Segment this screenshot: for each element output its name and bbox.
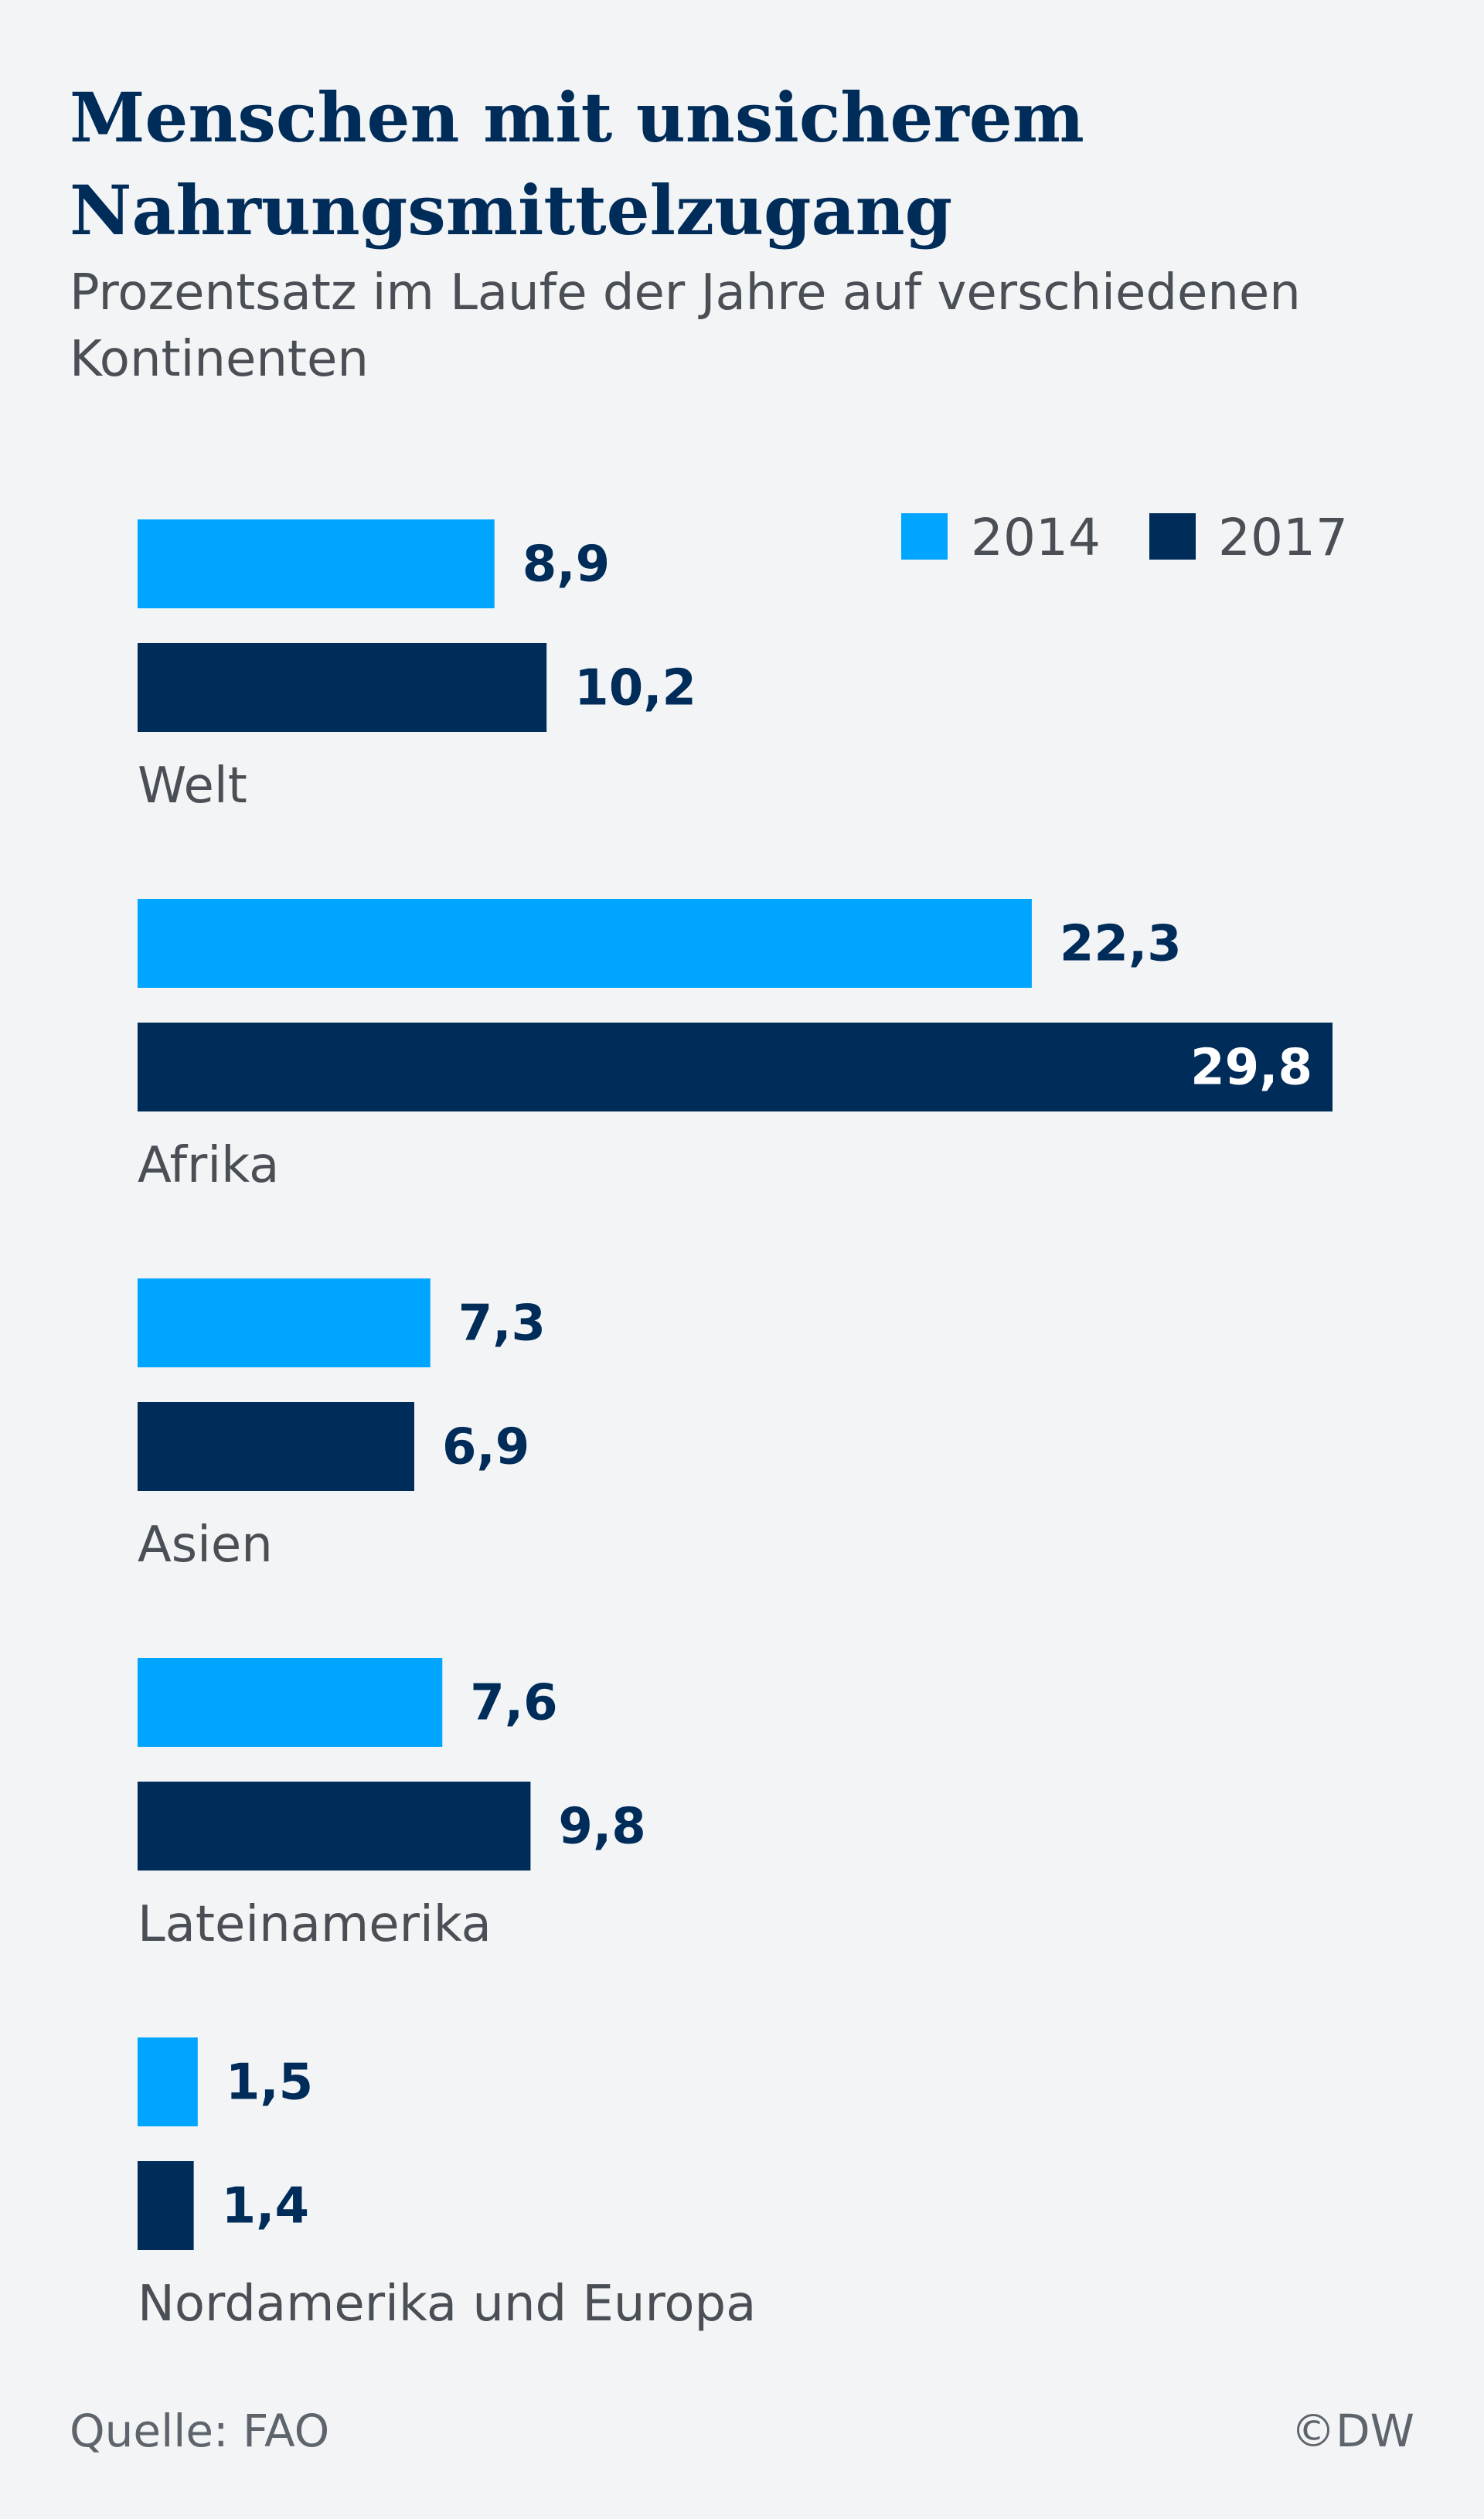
bar-value-label: 7,6 bbox=[470, 1675, 557, 1732]
bar-value-label: 29,8 bbox=[1190, 1040, 1312, 1097]
bar-2014 bbox=[138, 519, 495, 608]
bar-2017 bbox=[138, 1782, 531, 1871]
bar-value-label: 10,2 bbox=[574, 660, 696, 717]
copyright-note: ©DW bbox=[1290, 2405, 1414, 2457]
category-label: Welt bbox=[138, 757, 247, 815]
source-note: Quelle: FAO bbox=[70, 2405, 330, 2457]
legend-swatch-2014 bbox=[901, 513, 948, 560]
legend-label-2014: 2014 bbox=[971, 508, 1101, 567]
category-label: Nordamerika und Europa bbox=[138, 2276, 756, 2333]
bar-value-label: 8,9 bbox=[522, 536, 610, 594]
category-label: Afrika bbox=[138, 1137, 279, 1194]
bar-2014 bbox=[138, 1658, 443, 1747]
bar-value-label: 22,3 bbox=[1060, 916, 1182, 973]
bar-2017 bbox=[138, 2161, 194, 2250]
chart-subtitle: Prozentsatz im Laufe der Jahre auf versc… bbox=[70, 264, 1301, 388]
bar-2017 bbox=[138, 1402, 414, 1491]
bar-value-label: 1,5 bbox=[226, 2054, 313, 2112]
bar-value-label: 6,9 bbox=[442, 1419, 529, 1476]
bar-2017 bbox=[138, 1023, 1333, 1111]
chart-title: Menschen mit unsicherem Nahrungsmittelzu… bbox=[70, 77, 1084, 250]
bar-2014 bbox=[138, 2037, 198, 2126]
bar-2014 bbox=[138, 1278, 431, 1367]
bar-value-label: 7,3 bbox=[458, 1295, 546, 1353]
legend-swatch-2017 bbox=[1149, 513, 1196, 560]
category-label: Asien bbox=[138, 1517, 273, 1574]
legend-label-2017: 2017 bbox=[1218, 508, 1348, 567]
category-label: Lateinamerika bbox=[138, 1896, 492, 1953]
bar-2017 bbox=[138, 643, 547, 732]
bar-2014 bbox=[138, 899, 1032, 988]
bar-value-label: 9,8 bbox=[558, 1799, 645, 1856]
bar-value-label: 1,4 bbox=[222, 2178, 309, 2235]
